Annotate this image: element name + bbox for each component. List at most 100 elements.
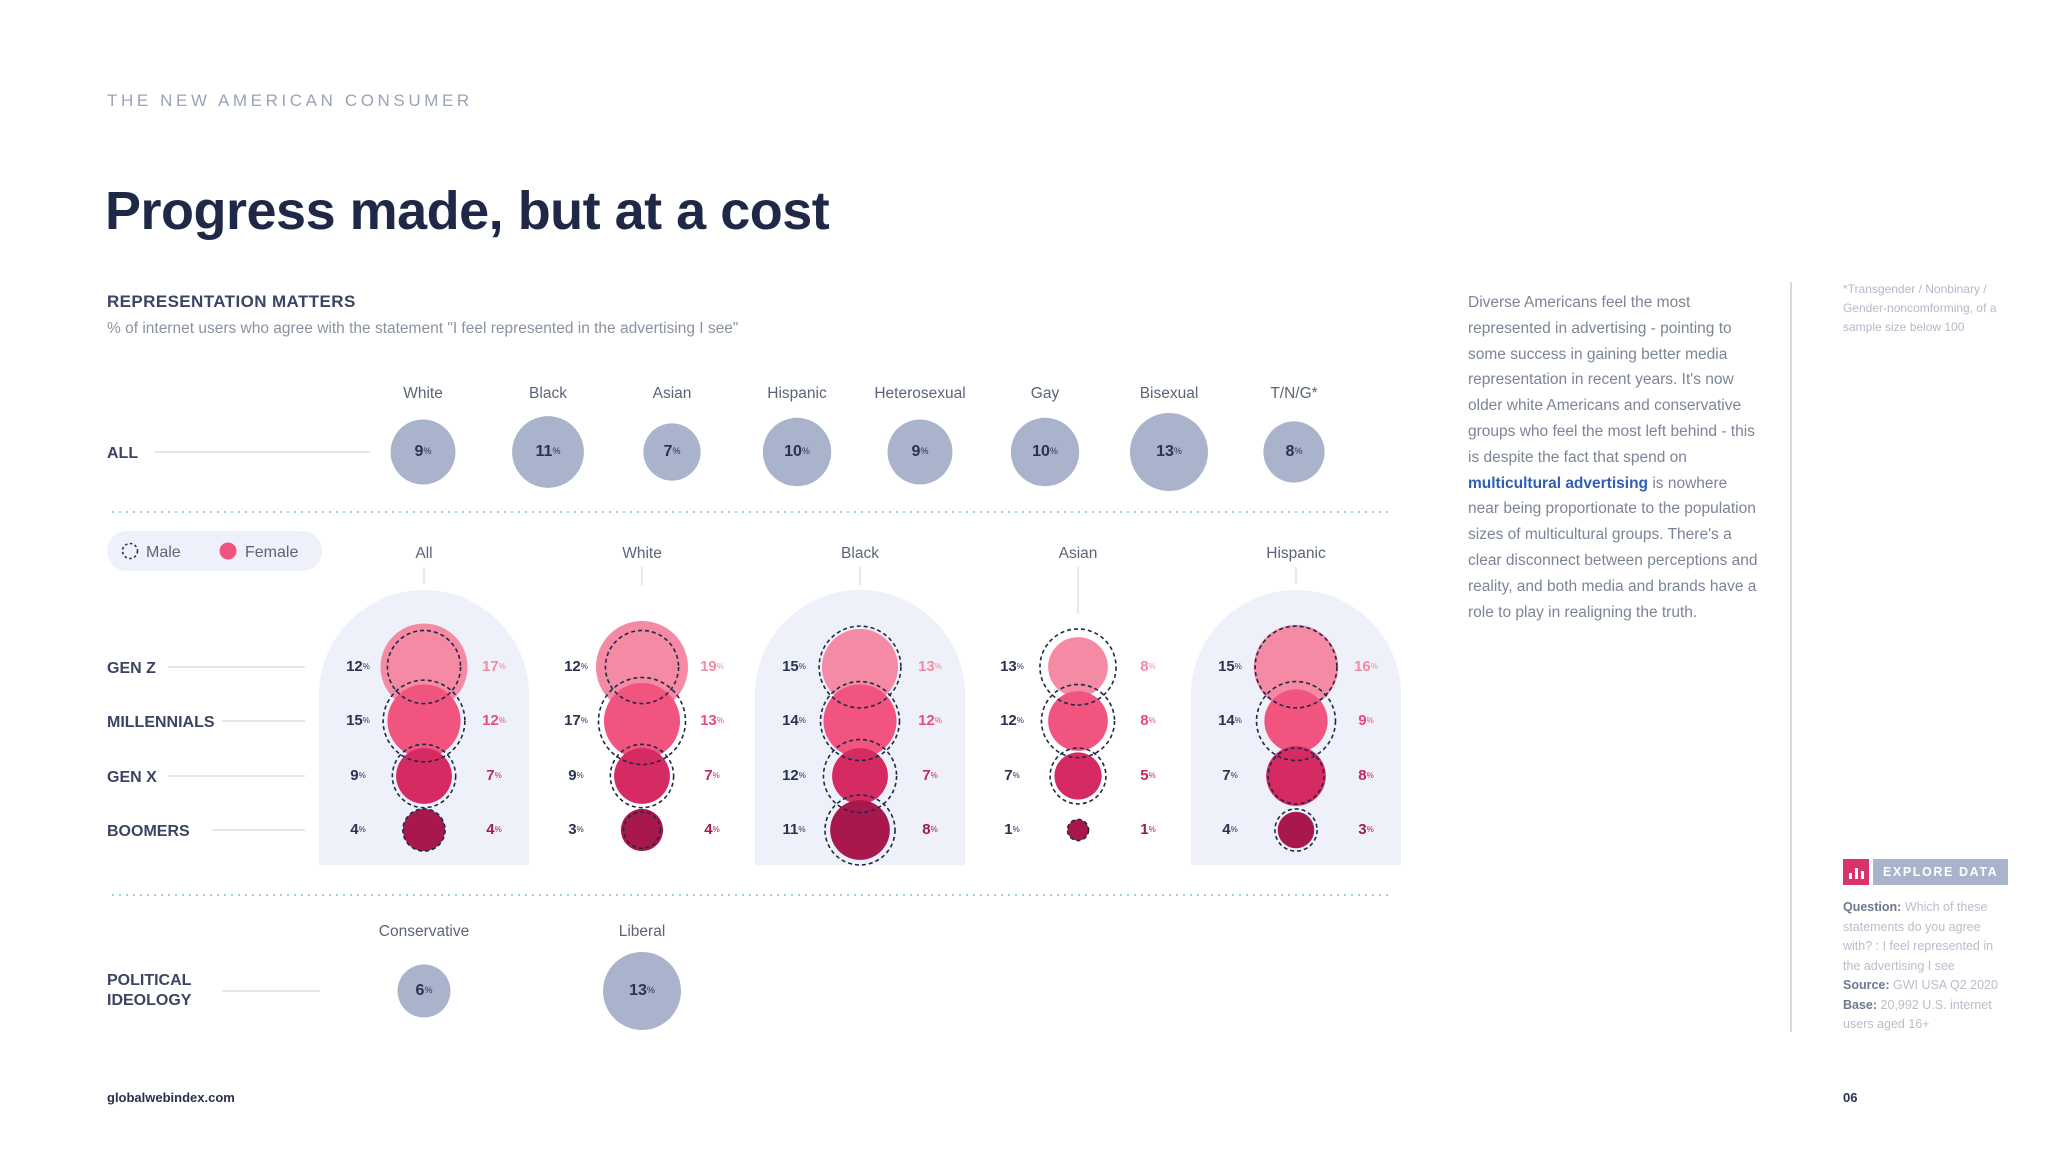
male-bubble <box>1049 747 1107 805</box>
question-text: Which of these statements do you agree w… <box>1843 900 1994 973</box>
bar-chart-icon <box>1843 859 1869 885</box>
female-bubble <box>1277 811 1315 849</box>
female-value: 8% <box>1358 767 1373 784</box>
male-bubble <box>597 676 687 766</box>
group-label: All <box>415 545 432 562</box>
all-value: 10% <box>1032 443 1058 460</box>
kicker: THE NEW AMERICAN CONSUMER <box>107 91 473 110</box>
male-value: 12% <box>346 658 370 675</box>
female-value: 19% <box>700 658 724 675</box>
female-value: 13% <box>918 658 942 675</box>
political-category-label: Conservative <box>379 923 469 940</box>
female-value: 16% <box>1354 658 1378 675</box>
political-label: POLITICAL <box>107 972 192 989</box>
political-value: 6% <box>416 982 433 999</box>
legend-female-label: Female <box>245 544 298 561</box>
male-value: 12% <box>564 658 588 675</box>
all-bubble <box>762 417 832 487</box>
female-bubble <box>1048 691 1108 751</box>
male-bubble <box>822 738 898 814</box>
source-label: Source: <box>1843 978 1890 992</box>
female-bubble <box>830 800 890 860</box>
political-label: IDEOLOGY <box>107 992 192 1009</box>
female-value: 4% <box>704 821 719 838</box>
male-value: 15% <box>1218 658 1242 675</box>
all-value: 8% <box>1286 443 1303 460</box>
chart-title: REPRESENTATION MATTERS <box>107 292 356 311</box>
gen-row-label: MILLENNIALS <box>107 714 215 731</box>
all-category-label: T/N/G* <box>1270 385 1317 402</box>
female-value: 7% <box>922 767 937 784</box>
political-value: 13% <box>629 982 655 999</box>
male-bubble <box>382 679 466 763</box>
male-value: 15% <box>782 658 806 675</box>
female-bubble <box>620 808 664 852</box>
male-bubble <box>1066 818 1090 842</box>
female-value: 9% <box>1358 712 1373 729</box>
legend-male-swatch <box>121 542 139 560</box>
source-notes: Question: Which of these statements do y… <box>1843 898 2013 1035</box>
page-number: 06 <box>1843 1090 1858 1105</box>
male-value: 3% <box>568 821 583 838</box>
group-label: Hispanic <box>1266 545 1326 562</box>
explore-data-button[interactable]: EXPLORE DATA <box>1843 859 2009 885</box>
all-category-label: Asian <box>653 385 692 402</box>
male-bubble <box>819 680 901 762</box>
female-bubble <box>1048 637 1108 697</box>
male-value: 7% <box>1004 767 1019 784</box>
female-bubble <box>823 684 897 758</box>
all-category-label: Gay <box>1031 385 1060 402</box>
political-bubble <box>603 952 681 1030</box>
female-value: 4% <box>486 821 501 838</box>
female-bubble <box>1054 752 1102 800</box>
male-bubble <box>609 743 675 809</box>
all-value: 9% <box>912 443 929 460</box>
all-value: 7% <box>664 443 681 460</box>
female-bubble <box>380 623 468 711</box>
row-label-all: ALL <box>107 445 138 462</box>
female-value: 12% <box>918 712 942 729</box>
male-value: 17% <box>564 712 588 729</box>
footer-site[interactable]: globalwebindex.com <box>107 1090 235 1105</box>
page-title: Progress made, but at a cost <box>105 181 830 241</box>
female-value: 8% <box>1140 658 1155 675</box>
chart-subtitle: % of internet users who agree with the s… <box>107 320 739 337</box>
group-label: Black <box>841 545 879 562</box>
all-category-label: Bisexual <box>1140 385 1199 402</box>
male-value: 14% <box>1218 712 1242 729</box>
male-bubble <box>1255 680 1337 762</box>
male-bubble <box>604 629 680 705</box>
all-bubble <box>390 419 456 485</box>
female-bubble <box>396 748 452 804</box>
male-bubble <box>824 794 896 866</box>
all-value: 9% <box>415 443 432 460</box>
male-value: 13% <box>1000 658 1024 675</box>
legend-pill <box>107 531 322 571</box>
multicultural-advertising-link[interactable]: multicultural advertising <box>1468 474 1649 492</box>
legend-female-swatch <box>219 542 237 560</box>
male-value: 14% <box>782 712 806 729</box>
female-bubble <box>596 621 688 713</box>
male-bubble <box>818 625 902 709</box>
all-category-label: Hispanic <box>767 385 827 402</box>
body-text-part-1: Diverse Americans feel the most represen… <box>1468 294 1755 466</box>
gen-row-label: GEN Z <box>107 660 156 677</box>
male-bubble <box>391 743 457 809</box>
base-text: 20,992 U.S. internet users aged 16+ <box>1843 997 1992 1032</box>
male-value: 7% <box>1222 767 1237 784</box>
male-bubble <box>1274 808 1318 852</box>
male-bubble <box>386 629 462 705</box>
legend-male-label: Male <box>146 544 181 561</box>
gen-row-label: GEN X <box>107 769 157 786</box>
base-label: Base: <box>1843 997 1878 1012</box>
male-value: 9% <box>568 767 583 784</box>
all-bubble <box>512 416 584 488</box>
all-value: 11% <box>536 443 561 460</box>
female-bubble <box>402 808 446 852</box>
female-bubble <box>614 748 670 804</box>
female-value: 8% <box>1140 712 1155 729</box>
female-value: 8% <box>922 821 937 838</box>
male-value: 15% <box>346 712 370 729</box>
all-category-label: White <box>403 385 443 402</box>
